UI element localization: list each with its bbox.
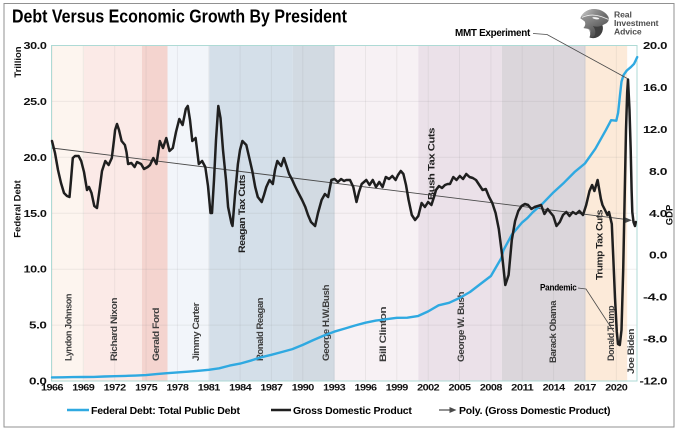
- svg-text:Federal Debt: Total Public Deb: Federal Debt: Total Public Debt: [91, 405, 240, 417]
- svg-text:1999: 1999: [386, 383, 409, 393]
- svg-text:-4.0: -4.0: [643, 293, 668, 304]
- svg-text:1978: 1978: [166, 383, 189, 393]
- svg-text:2017: 2017: [574, 383, 597, 393]
- svg-text:Reagan Tax Cuts: Reagan Tax Cuts: [237, 175, 247, 253]
- svg-text:2005: 2005: [449, 383, 472, 393]
- svg-text:1987: 1987: [260, 383, 283, 393]
- svg-text:Ronald Reagan: Ronald Reagan: [255, 298, 265, 361]
- svg-text:Joe Biden: Joe Biden: [626, 329, 636, 374]
- svg-text:Trump Tax Cuts: Trump Tax Cuts: [595, 210, 605, 280]
- svg-text:Advice: Advice: [614, 27, 642, 37]
- svg-text:4.0: 4.0: [649, 209, 668, 220]
- svg-text:2002: 2002: [417, 383, 440, 393]
- svg-text:1975: 1975: [135, 383, 158, 393]
- svg-text:2020: 2020: [605, 383, 628, 393]
- svg-text:Pandemic: Pandemic: [540, 283, 577, 294]
- svg-text:20.0: 20.0: [643, 41, 668, 52]
- svg-text:MMT Experiment: MMT Experiment: [455, 28, 531, 39]
- svg-text:1990: 1990: [292, 383, 315, 393]
- svg-text:-12.0: -12.0: [640, 377, 668, 388]
- svg-text:0.0: 0.0: [649, 251, 668, 262]
- svg-text:Barack Obama: Barack Obama: [548, 299, 558, 363]
- svg-text:1972: 1972: [104, 383, 127, 393]
- svg-text:2014: 2014: [543, 383, 566, 393]
- svg-text:GDP: GDP: [665, 204, 676, 225]
- svg-text:2008: 2008: [480, 383, 503, 393]
- svg-text:Jimmy Carter: Jimmy Carter: [191, 302, 201, 361]
- svg-text:1981: 1981: [198, 383, 221, 393]
- svg-text:Bill Clinton: Bill Clinton: [378, 307, 388, 362]
- svg-text:Richard Nixon: Richard Nixon: [109, 298, 119, 361]
- svg-text:15.0: 15.0: [24, 209, 48, 220]
- svg-text:Gross Domestic Product: Gross Domestic Product: [293, 405, 412, 417]
- svg-text:Trillion: Trillion: [13, 46, 24, 77]
- svg-text:Gerald Ford: Gerald Ford: [151, 308, 161, 361]
- svg-text:1984: 1984: [229, 383, 252, 393]
- svg-text:Donald Trump: Donald Trump: [606, 305, 616, 361]
- svg-text:Debt Versus Economic Growth By: Debt Versus Economic Growth By President: [12, 7, 347, 27]
- svg-text:Real: Real: [614, 10, 632, 20]
- svg-text:1993: 1993: [323, 383, 346, 393]
- svg-text:1969: 1969: [72, 383, 95, 393]
- svg-text:George H.W.Bush: George H.W.Bush: [321, 285, 331, 361]
- svg-text:25.0: 25.0: [24, 97, 48, 108]
- svg-text:Poly. (Gross Domestic Product): Poly. (Gross Domestic Product): [459, 405, 610, 417]
- svg-text:Lyndon Johnson: Lyndon Johnson: [64, 294, 74, 361]
- svg-text:0.0: 0.0: [29, 377, 47, 388]
- svg-text:20.0: 20.0: [24, 153, 48, 164]
- svg-text:-8.0: -8.0: [643, 335, 668, 346]
- svg-text:5.0: 5.0: [29, 321, 47, 332]
- svg-text:1996: 1996: [355, 383, 378, 393]
- svg-text:1966: 1966: [41, 383, 64, 393]
- svg-text:Federal Debt: Federal Debt: [13, 179, 24, 237]
- svg-text:2011: 2011: [511, 383, 534, 393]
- svg-text:16.0: 16.0: [643, 83, 668, 94]
- svg-text:Bush Tax Cuts: Bush Tax Cuts: [427, 128, 437, 200]
- svg-text:12.0: 12.0: [643, 125, 668, 136]
- svg-text:Investment: Investment: [614, 18, 659, 28]
- svg-text:8.0: 8.0: [649, 167, 668, 178]
- svg-text:30.0: 30.0: [24, 41, 48, 52]
- svg-text:George W. Bush: George W. Bush: [456, 292, 466, 362]
- svg-text:10.0: 10.0: [24, 265, 48, 276]
